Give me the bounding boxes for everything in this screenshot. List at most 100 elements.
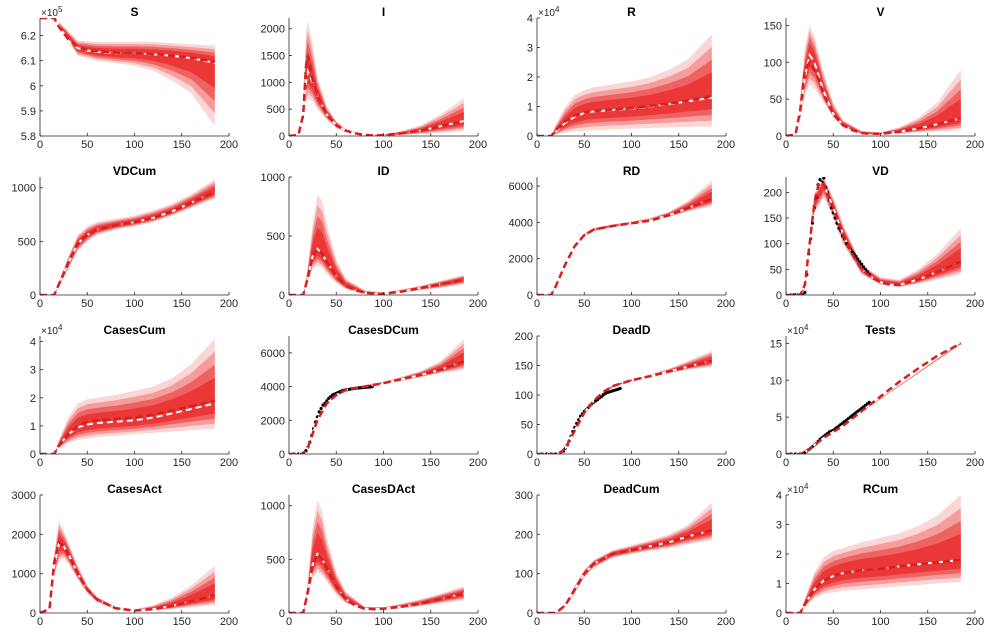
x-tick-label: 100 <box>871 457 889 469</box>
observed-point <box>803 290 807 294</box>
y-tick-label: 0 <box>279 131 285 143</box>
y-tick-label: 0 <box>279 608 285 620</box>
panel-tests: 0 50 100 150 200 0 5 10 15 ×104 Tests <box>770 323 984 469</box>
uncertainty-band-4 <box>800 533 961 613</box>
x-tick-label: 150 <box>670 616 688 628</box>
x-tick-label: 150 <box>919 298 937 310</box>
y-tick-label: 200 <box>515 331 533 343</box>
x-tick-label: 150 <box>919 139 937 151</box>
observed-point <box>861 265 866 269</box>
fit-line <box>40 18 216 64</box>
panel-title: DeadD <box>612 323 650 337</box>
y-exponent-base: ×10 <box>41 8 58 19</box>
y-exponent-label: ×104 <box>787 323 809 337</box>
y-tick-label: 50 <box>770 94 782 106</box>
y-tick-label: 200 <box>515 529 533 541</box>
x-tick-label: 200 <box>966 298 984 310</box>
fit-line <box>537 529 713 613</box>
x-tick-label: 0 <box>783 298 789 310</box>
observed-point <box>319 406 323 411</box>
x-tick-label: 100 <box>622 457 640 469</box>
y-exponent-label: ×104 <box>787 482 809 496</box>
y-tick-label: 15 <box>770 338 782 350</box>
uncertainty-band-4 <box>555 519 712 613</box>
x-tick-label: 0 <box>783 616 789 628</box>
y-tick-label: 1 <box>30 421 36 433</box>
y-exponent-label: ×104 <box>41 323 63 337</box>
x-tick-label: 50 <box>827 616 839 628</box>
y-tick-label: 2000 <box>261 24 285 36</box>
uncertainty-band-4 <box>800 343 961 454</box>
x-tick-label: 50 <box>81 616 93 628</box>
y-exponent-power: 4 <box>804 323 809 332</box>
x-tick-label: 100 <box>871 616 889 628</box>
x-tick-label: 50 <box>827 298 839 310</box>
x-tick-label: 50 <box>330 616 342 628</box>
y-tick-label: 1000 <box>12 183 36 195</box>
x-tick-label: 50 <box>330 298 342 310</box>
x-tick-label: 200 <box>966 616 984 628</box>
x-tick-label: 150 <box>173 139 191 151</box>
x-tick-label: 0 <box>286 616 292 628</box>
y-tick-label: 50 <box>770 264 782 276</box>
median-line <box>537 96 712 136</box>
fit-line <box>786 180 962 295</box>
x-tick-label: 0 <box>37 616 43 628</box>
median-line <box>786 342 962 454</box>
x-tick-label: 150 <box>670 139 688 151</box>
y-tick-label: 0 <box>279 290 285 302</box>
y-exponent-label: ×105 <box>41 5 63 19</box>
plot-area <box>537 34 713 136</box>
x-tick-label: 100 <box>622 616 640 628</box>
y-tick-label: 100 <box>764 57 782 69</box>
uncertainty-band-4 <box>555 356 712 454</box>
x-tick-label: 50 <box>827 457 839 469</box>
y-tick-label: 2 <box>776 549 782 561</box>
median-line <box>289 247 464 295</box>
y-tick-label: 4 <box>30 337 36 349</box>
x-tick-label: 200 <box>220 139 238 151</box>
median-line <box>786 180 962 295</box>
panel-title: Tests <box>865 323 896 337</box>
y-tick-label: 500 <box>267 554 285 566</box>
y-tick-label: 0 <box>776 290 782 302</box>
observed-point <box>858 260 862 264</box>
y-exponent-base: ×10 <box>787 485 804 496</box>
x-tick-label: 200 <box>717 616 735 628</box>
x-tick-label: 100 <box>374 298 392 310</box>
y-tick-label: 50 <box>521 420 533 432</box>
uncertainty-band-4 <box>54 377 215 454</box>
panel-casesdact: 0 50 100 150 200 0 500 1000 CasesDAct <box>261 482 488 628</box>
panel-title: CasesCum <box>103 323 165 337</box>
plot-area <box>786 495 961 613</box>
x-tick-label: 100 <box>125 298 143 310</box>
x-tick-label: 200 <box>469 139 487 151</box>
uncertainty-band-4 <box>303 227 464 295</box>
y-tick-label: 2 <box>30 393 36 405</box>
uncertainty-band-3 <box>54 530 215 612</box>
x-tick-label: 0 <box>37 298 43 310</box>
x-tick-label: 0 <box>534 616 540 628</box>
x-tick-label: 150 <box>422 298 440 310</box>
y-tick-label: 6 <box>30 81 36 93</box>
x-tick-label: 200 <box>966 139 984 151</box>
x-tick-label: 50 <box>578 616 590 628</box>
uncertainty-band-1 <box>54 520 215 612</box>
panel-title: CasesDCum <box>348 323 419 337</box>
y-tick-label: 0 <box>527 608 533 620</box>
x-tick-label: 150 <box>919 616 937 628</box>
y-tick-label: 0 <box>776 131 782 143</box>
uncertainty-band-2 <box>555 508 712 613</box>
x-tick-label: 50 <box>578 298 590 310</box>
x-tick-label: 150 <box>670 298 688 310</box>
fit-line <box>40 539 216 613</box>
x-tick-label: 150 <box>670 457 688 469</box>
fit-line <box>40 190 216 295</box>
uncertainty-band-4 <box>551 191 712 295</box>
observed-point <box>850 249 854 253</box>
